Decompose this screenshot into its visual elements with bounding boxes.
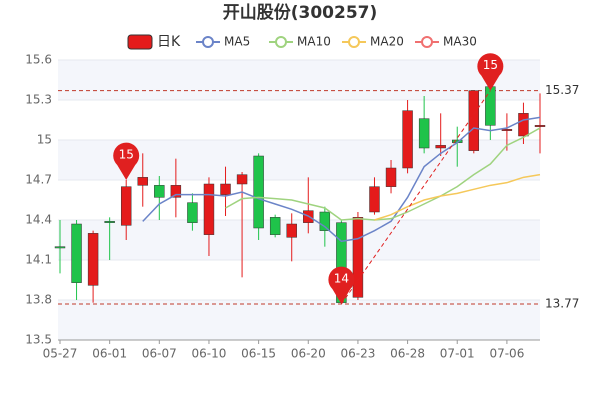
candle-body bbox=[203, 183, 215, 235]
band bbox=[58, 300, 540, 340]
y-tick-label: 15.3 bbox=[25, 93, 52, 107]
legend-marker bbox=[348, 36, 360, 48]
x-tick-label: 07-06 bbox=[489, 347, 524, 361]
legend-label: MA10 bbox=[297, 35, 331, 49]
legend-label: 日K bbox=[157, 34, 181, 50]
annotation-pin bbox=[477, 53, 504, 91]
legend-label: MA20 bbox=[370, 35, 404, 49]
candle-body bbox=[385, 167, 397, 187]
x-tick-label: 06-15 bbox=[241, 347, 276, 361]
x-tick-label: 06-28 bbox=[390, 347, 425, 361]
annotation-label: 15 bbox=[483, 58, 498, 72]
reference-label: 13.77 bbox=[545, 297, 579, 311]
candle-body bbox=[87, 233, 99, 286]
candle-body bbox=[104, 221, 115, 223]
x-tick-label: 07-01 bbox=[440, 347, 475, 361]
band bbox=[58, 220, 540, 260]
y-tick-label: 14.7 bbox=[25, 173, 52, 187]
annotation-pin bbox=[328, 266, 355, 304]
candle-body bbox=[286, 223, 297, 238]
y-tick-label: 13.8 bbox=[25, 293, 52, 307]
candle-body bbox=[137, 177, 148, 186]
x-tick-label: 06-01 bbox=[92, 347, 127, 361]
candle-body bbox=[253, 155, 264, 229]
legend-label: MA5 bbox=[224, 35, 250, 49]
candle-body bbox=[369, 186, 380, 213]
candle-body bbox=[187, 202, 198, 223]
legend-marker bbox=[421, 36, 433, 48]
candle-body bbox=[468, 90, 480, 151]
x-tick-label: 06-07 bbox=[142, 347, 177, 361]
candle-body bbox=[269, 217, 281, 235]
candle-body bbox=[54, 246, 66, 249]
annotation-label: 15 bbox=[119, 148, 134, 162]
candle-body bbox=[120, 186, 132, 226]
candle-body bbox=[170, 185, 182, 198]
trend-line bbox=[340, 90, 491, 305]
candle-body bbox=[71, 223, 82, 283]
candle-body bbox=[236, 174, 248, 185]
chart-title: 开山股份(300257) bbox=[223, 2, 378, 23]
annotation-pin bbox=[113, 142, 140, 180]
candle-body bbox=[501, 129, 513, 131]
candle-body bbox=[154, 185, 165, 198]
y-tick-label: 14.4 bbox=[25, 213, 52, 227]
candle-body bbox=[352, 217, 364, 298]
band bbox=[58, 60, 540, 100]
x-tick-label: 05-27 bbox=[43, 347, 78, 361]
y-tick-label: 15.6 bbox=[25, 53, 52, 67]
y-tick-label: 13.5 bbox=[25, 333, 52, 347]
candle-body bbox=[402, 110, 413, 169]
legend-swatch bbox=[127, 34, 153, 50]
ma-line bbox=[374, 173, 541, 221]
x-tick-label: 06-10 bbox=[192, 347, 227, 361]
y-tick-label: 15 bbox=[37, 133, 52, 147]
candle-body bbox=[220, 183, 231, 195]
legend-marker bbox=[275, 36, 287, 48]
ma-line bbox=[225, 127, 541, 221]
x-tick-label: 06-20 bbox=[291, 347, 326, 361]
candle-body bbox=[435, 145, 446, 149]
annotation-label: 14 bbox=[334, 272, 349, 286]
candle-body bbox=[518, 113, 529, 137]
candle-body bbox=[485, 86, 496, 126]
ma-line bbox=[142, 116, 541, 243]
reference-label: 15.37 bbox=[545, 83, 579, 97]
x-tick-label: 06-23 bbox=[340, 347, 375, 361]
y-tick-label: 14.1 bbox=[25, 253, 52, 267]
candle-body bbox=[319, 211, 331, 231]
legend-marker bbox=[202, 36, 214, 48]
candle-body bbox=[534, 125, 546, 127]
candle-body bbox=[418, 118, 430, 149]
legend-label: MA30 bbox=[443, 35, 477, 49]
